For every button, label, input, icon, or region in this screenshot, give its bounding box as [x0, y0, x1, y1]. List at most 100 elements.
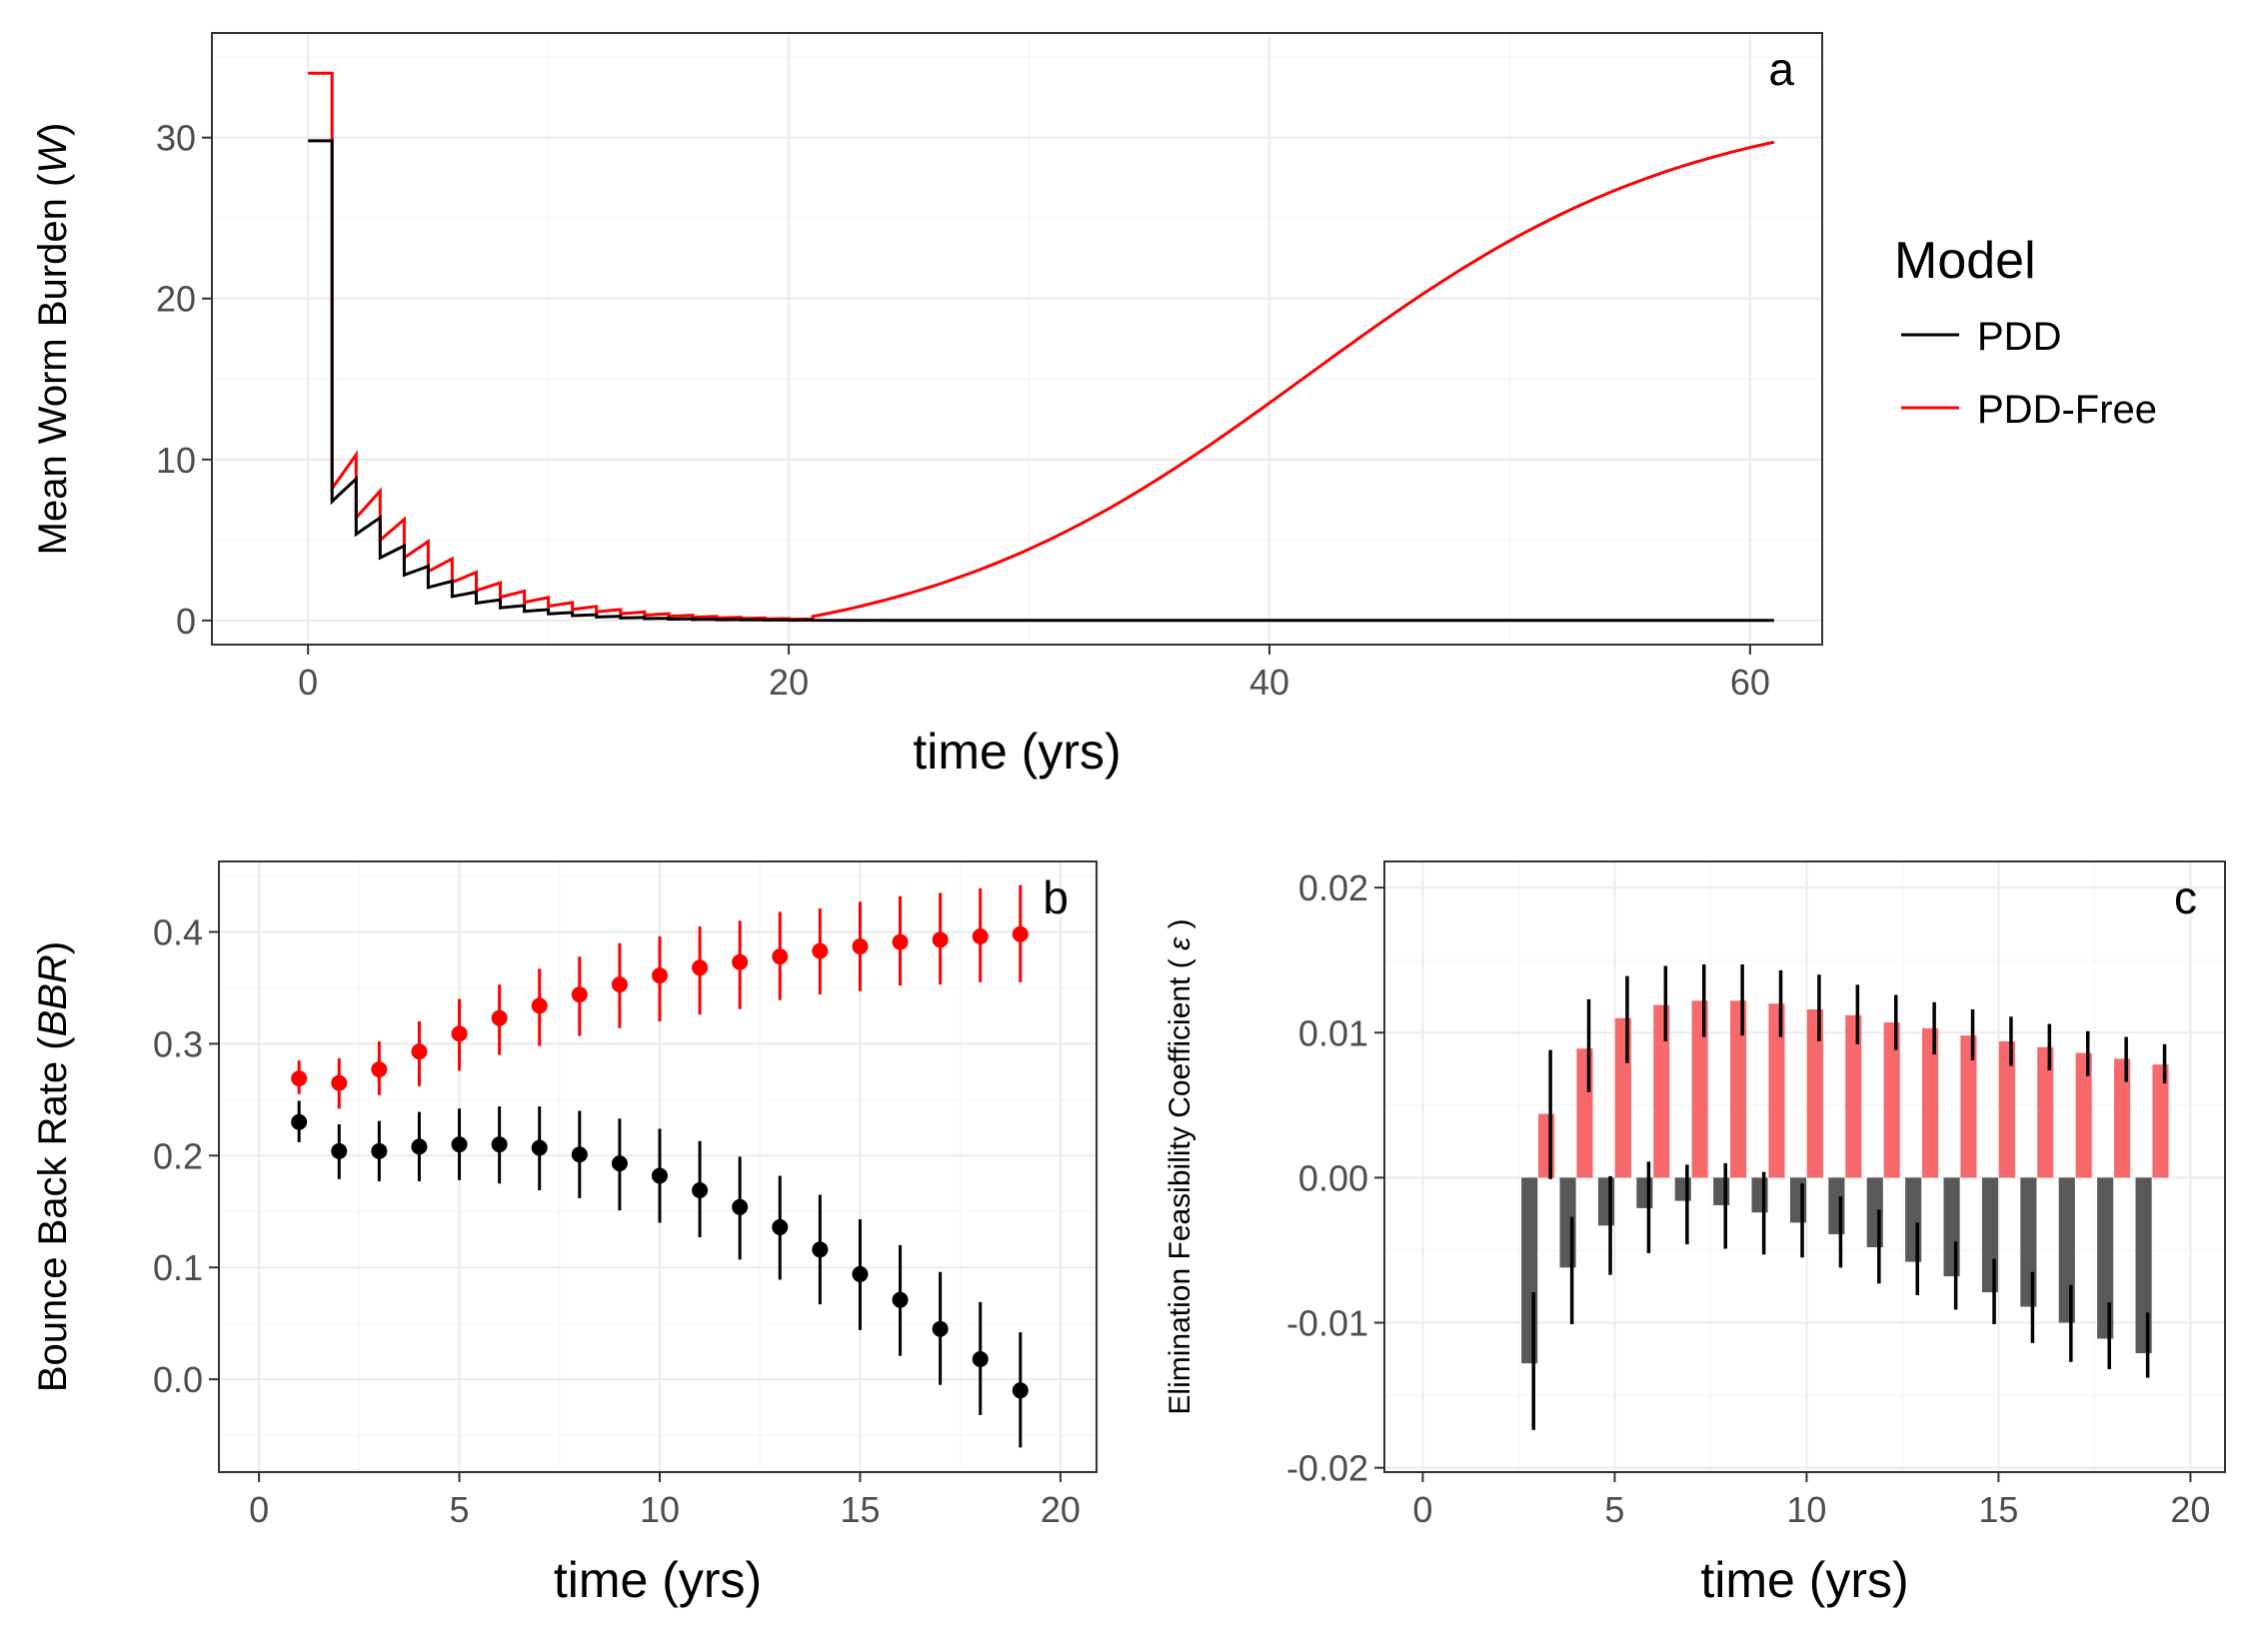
legend: Model PDD PDD-Free — [1894, 232, 2157, 432]
panel-a-worm-burden-chart: 0 20 40 60 0 10 20 30 time (yrs) Mean Worm Burden… — [31, 32, 1823, 780]
bar-pdd — [2097, 1177, 2114, 1339]
data-point-pdd-free — [772, 948, 789, 965]
legend-label-pdd-free: PDD-Free — [1977, 388, 2157, 432]
bar-pdd-free — [2075, 1052, 2092, 1178]
panel-c-x-tick-label: 5 — [1604, 1489, 1624, 1530]
panel-c-x-tick-label: 0 — [1412, 1489, 1432, 1530]
bar-pdd-free — [1806, 1009, 1823, 1178]
panel-c-x-tick-label: 15 — [1978, 1489, 2018, 1530]
bar-pdd-free — [1691, 1000, 1708, 1178]
panel-c-y-tick-label: -0.02 — [1286, 1448, 1368, 1489]
bar-pdd-free — [1960, 1035, 1977, 1178]
data-point-pdd — [732, 1198, 749, 1215]
panel-b-x-tick-label: 0 — [249, 1489, 269, 1530]
panel-b-x-tick-label: 10 — [640, 1489, 680, 1530]
panel-b-y-axis-title: Bounce Back Rate (BBR) — [31, 941, 75, 1392]
panel-b-x-tick-label: 5 — [450, 1489, 470, 1530]
panel-b-y-tick-label: 0.2 — [153, 1135, 203, 1176]
panel-b-x-tick-label: 15 — [840, 1489, 880, 1530]
panel-b-x-axis-title: time (yrs) — [554, 1552, 762, 1608]
bar-pdd-free — [1845, 1014, 1862, 1178]
data-point-pdd-free — [892, 933, 909, 950]
data-point-pdd-free — [571, 986, 588, 1003]
panel-a-y-tick-label: 10 — [156, 440, 196, 481]
data-point-pdd — [411, 1138, 428, 1155]
panel-c-border — [1383, 860, 2226, 1473]
panel-a-y-axis-title-part: ) — [31, 123, 75, 136]
data-point-pdd-free — [692, 959, 709, 976]
bar-pdd-free — [1922, 1027, 1939, 1178]
data-point-pdd — [972, 1350, 989, 1367]
panel-c-y-tick-label: -0.01 — [1286, 1303, 1368, 1344]
data-point-pdd — [451, 1136, 468, 1153]
legend-title: Model — [1894, 232, 2036, 290]
panel-c-y-axis-title: Elimination Feasibility Coefficient ( ε … — [1163, 918, 1196, 1414]
data-point-pdd — [652, 1167, 669, 1184]
data-point-pdd-free — [852, 938, 869, 955]
panel-a-x-tick-label: 60 — [1730, 662, 1770, 703]
bar-pdd-free — [1998, 1040, 2015, 1178]
bar-pdd-free — [1883, 1022, 1900, 1178]
panel-a-border — [211, 32, 1823, 646]
data-point-pdd — [692, 1182, 709, 1198]
data-point-pdd-free — [451, 1025, 468, 1042]
panel-c-panel-letter: c — [2174, 871, 2197, 923]
panel-c-x-tick-label: 10 — [1786, 1489, 1826, 1530]
series-line-pdd — [308, 139, 1774, 623]
data-point-pdd-free — [732, 953, 749, 970]
panel-c-background — [1384, 861, 2225, 1472]
bar-pdd-free — [1730, 1000, 1747, 1178]
data-point-pdd — [772, 1218, 789, 1235]
panel-b-x-tick-label: 20 — [1041, 1489, 1081, 1530]
panel-c-y-axis-title-part: Elimination Feasibility Coefficient ( — [1163, 950, 1196, 1415]
panel-a-x-tick-label: 40 — [1249, 662, 1289, 703]
series-line-pdd-free — [308, 71, 1775, 622]
panel-c-y-tick-label: 0.02 — [1298, 867, 1368, 908]
panel-a-panel-letter: a — [1768, 43, 1794, 95]
panel-b-y-axis-title-part: Bounce Back Rate ( — [31, 1036, 75, 1392]
bar-pdd-free — [2152, 1064, 2169, 1178]
data-point-pdd-free — [371, 1061, 388, 1078]
data-point-pdd — [491, 1136, 508, 1153]
bar-pdd-free — [2037, 1046, 2054, 1178]
legend-label-pdd: PDD — [1977, 315, 2061, 359]
panel-c-elimination-feasibility-chart: 0 5 10 15 20 -0.02 -0.01 0.00 0.01 0.02 time (yrs)… — [1163, 860, 2226, 1608]
data-point-pdd-free — [611, 976, 628, 993]
panel-b-bounce-back-chart: 0 5 10 15 20 0.0 0.1 0.2 0.3 0.4 time (yrs) Bounce … — [31, 860, 1098, 1608]
data-point-pdd — [852, 1265, 869, 1282]
data-point-pdd — [611, 1155, 628, 1172]
panel-a-y-tick-label: 0 — [176, 601, 196, 642]
panel-b-panel-letter: b — [1043, 871, 1069, 923]
data-point-pdd — [291, 1113, 308, 1130]
data-point-pdd — [1012, 1382, 1029, 1399]
panel-a-y-tick-label: 30 — [156, 118, 196, 159]
panel-c-y-tick-label: 0.01 — [1298, 1012, 1368, 1053]
panel-b-y-axis-title-part: BBR — [31, 954, 75, 1036]
data-point-pdd-free — [932, 931, 949, 948]
panel-b-y-axis-title-part: ) — [31, 941, 75, 954]
panel-a-y-tick-label: 20 — [156, 279, 196, 320]
data-point-pdd — [812, 1241, 829, 1258]
panel-c-y-tick-label: 0.00 — [1298, 1157, 1368, 1198]
panel-a-y-axis-title: Mean Worm Burden (W) — [31, 123, 75, 556]
data-point-pdd-free — [1012, 925, 1029, 942]
panel-c-y-axis-title-part: ε — [1163, 936, 1196, 950]
bar-pdd-free — [1768, 1003, 1785, 1178]
data-point-pdd — [531, 1139, 548, 1156]
panel-b-y-tick-label: 0.1 — [153, 1247, 203, 1288]
panel-c-x-axis-title: time (yrs) — [1700, 1552, 1908, 1608]
data-point-pdd-free — [652, 967, 669, 984]
panel-c-y-axis-title-part: ) — [1163, 918, 1196, 936]
panel-a-x-tick-label: 20 — [769, 662, 809, 703]
panel-b-background — [219, 861, 1097, 1472]
panel-a-y-axis-title-part: W — [31, 133, 75, 174]
data-point-pdd — [571, 1146, 588, 1163]
panel-c-x-tick-label: 20 — [2170, 1489, 2210, 1530]
data-point-pdd — [892, 1291, 909, 1308]
panel-b-y-tick-label: 0.4 — [153, 912, 203, 953]
bar-pdd-free — [2114, 1058, 2131, 1178]
data-point-pdd-free — [331, 1074, 348, 1091]
panel-b-y-tick-label: 0.3 — [153, 1023, 203, 1064]
data-point-pdd — [331, 1142, 348, 1159]
